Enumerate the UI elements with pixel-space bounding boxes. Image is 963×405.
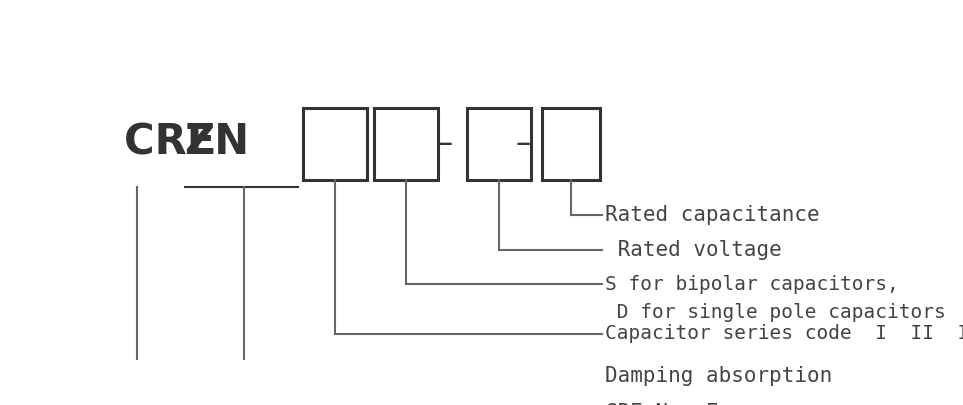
Text: CRE: CRE	[124, 121, 230, 163]
Text: –: –	[437, 129, 453, 158]
Bar	[375, 108, 437, 179]
Bar	[467, 108, 531, 179]
Text: CRE New Energy: CRE New Energy	[606, 403, 782, 405]
Bar	[303, 108, 367, 179]
Text: Rated voltage: Rated voltage	[606, 240, 782, 260]
Text: Damping absorption: Damping absorption	[606, 366, 833, 386]
Text: S for bipolar capacitors,: S for bipolar capacitors,	[606, 275, 899, 294]
Text: –: –	[516, 129, 531, 158]
Text: Rated capacitance: Rated capacitance	[606, 205, 820, 226]
Bar	[542, 108, 600, 179]
Text: ZN: ZN	[184, 121, 249, 163]
Text: Capacitor series code  I  II  III  IV: Capacitor series code I II III IV	[606, 324, 963, 343]
Text: D for single pole capacitors: D for single pole capacitors	[606, 303, 947, 322]
